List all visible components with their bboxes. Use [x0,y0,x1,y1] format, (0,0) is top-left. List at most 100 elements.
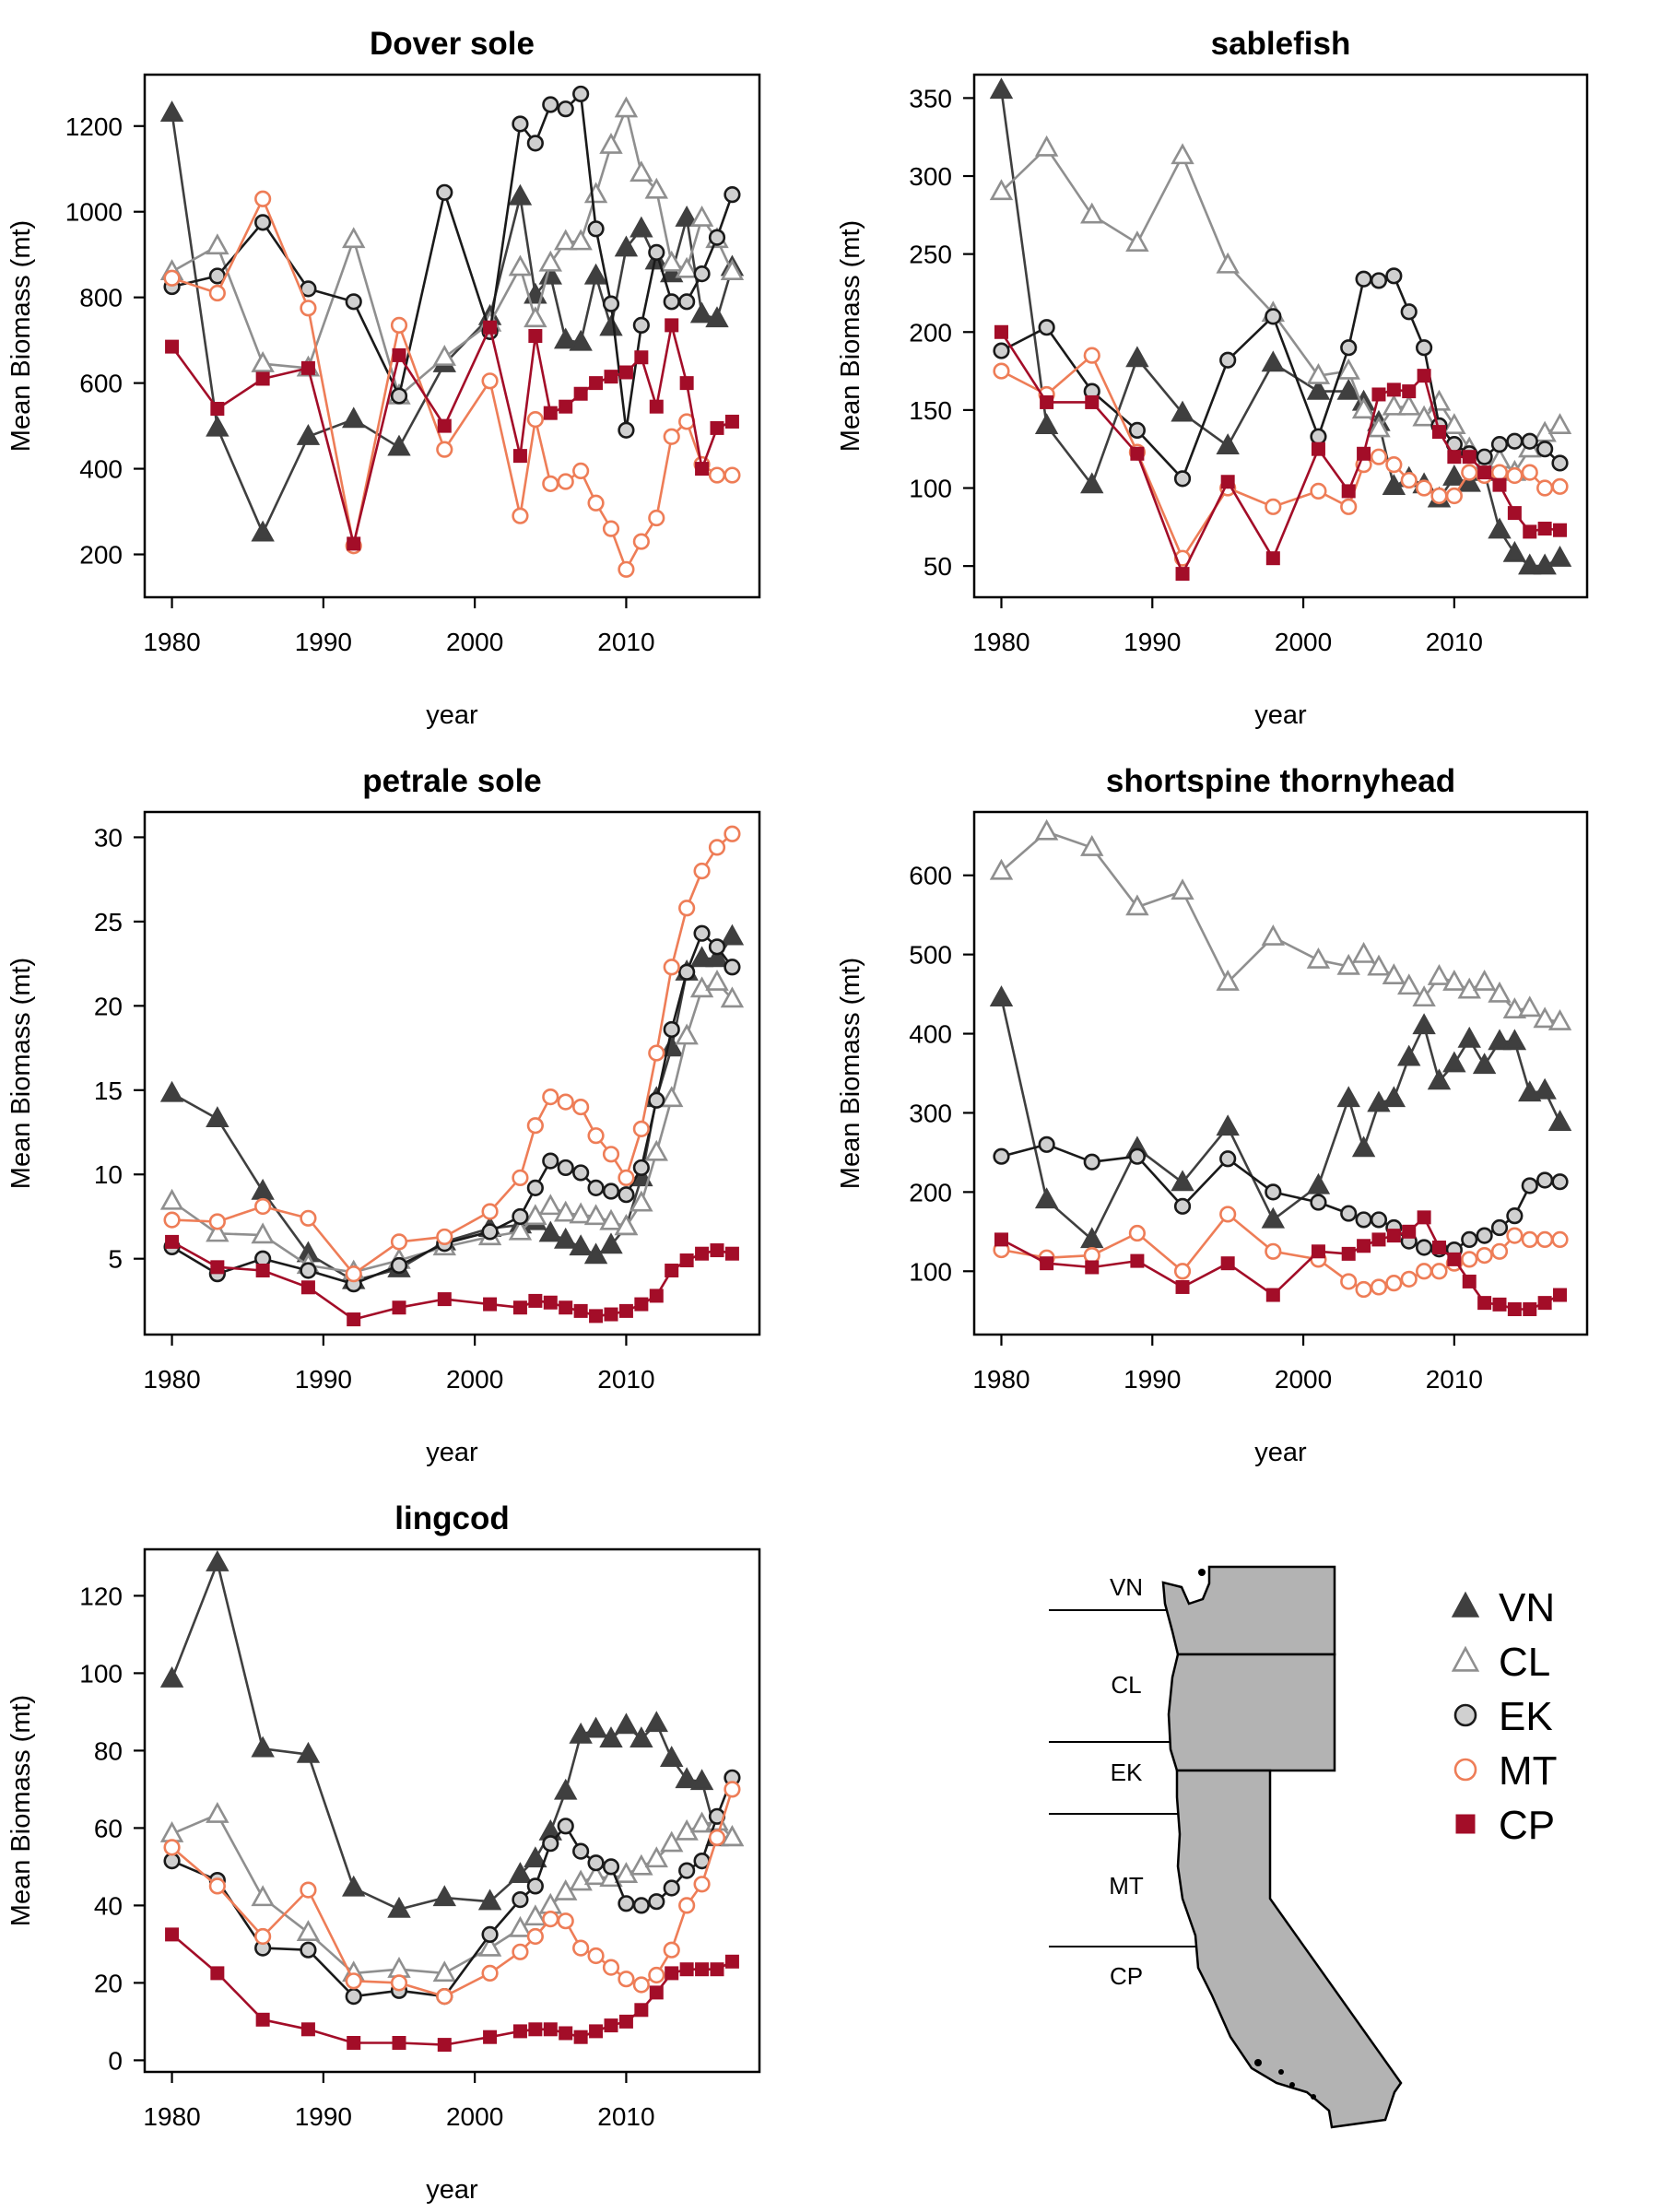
data-point-cp [1492,477,1507,492]
data-point-ek [1355,1211,1372,1229]
series-line-vn [1000,89,1561,568]
x-tick-label: 1980 [972,628,1030,656]
y-tick-label: 20 [94,1969,123,1997]
data-point-ek [632,1897,650,1914]
data-point-vn [1080,1227,1104,1249]
x-tick-label: 2010 [597,1365,654,1394]
data-point-cl [1261,924,1286,946]
data-point-cl [206,1801,229,1823]
data-point-ek [618,1186,635,1204]
y-tick-label: 150 [909,396,952,425]
data-point-vn [1502,540,1527,562]
data-point-mt [663,428,680,445]
data-point-mt [587,1947,605,1965]
y-tick-label: 120 [79,1582,123,1610]
data-point-vn [1216,1114,1240,1136]
data-point-cl [629,1190,653,1212]
data-point-mt [481,372,499,390]
data-point-mt [648,1966,665,1984]
data-point-ek [345,1988,362,2006]
y-tick-label: 300 [909,162,952,191]
data-point-vn [1306,378,1331,400]
data-point-cp [665,1966,679,1981]
data-point-vn [614,235,639,257]
data-point-mt [557,1093,574,1111]
data-point-vn [1457,1026,1481,1048]
data-point-vn [554,1227,578,1249]
y-tick-label: 5 [108,1245,123,1274]
data-point-vn [583,1242,608,1265]
data-point-vn [1442,464,1466,486]
data-point-vn [1261,1206,1286,1229]
data-point-vn [660,1746,684,1767]
series-cp [165,1234,739,1327]
data-point-cp [165,1927,180,1942]
data-point-cl [583,1864,608,1886]
x-axis-label: year [426,2175,478,2205]
data-point-cp [994,1232,1008,1247]
data-point-cp [589,2024,604,2039]
x-axis-label: year [1254,700,1307,730]
legend-label: CL [1499,1640,1550,1685]
data-point-ek [345,293,362,311]
series-line-vn [171,935,734,1282]
data-point-cl [1125,894,1149,916]
oregon-state-shape [1167,1653,1336,1772]
data-point-ek [632,316,650,334]
data-point-vn [1397,1044,1421,1066]
data-point-vn [705,946,729,968]
data-point-cp [604,1307,618,1322]
data-point-vn [1216,433,1240,454]
data-point-mt [163,1211,181,1229]
data-point-cp [1402,384,1417,399]
data-point-vn [251,1178,275,1200]
series-mt [163,825,741,1283]
data-point-cp [543,406,558,420]
data-point-cl [251,1885,275,1907]
data-point-ek [618,421,635,439]
data-point-cp [1447,1252,1462,1266]
data-point-ek [436,183,453,201]
data-point-cp [1265,551,1280,566]
data-point-ek [587,220,605,238]
region-map: VN CL EK MT CP [1049,1565,1403,2129]
legend: VN CL EK MT CP [1451,1585,1558,1848]
x-tick-label: 1990 [295,2102,352,2131]
data-point-cp [1477,1296,1492,1311]
data-point-cl [599,132,623,154]
data-point-cl [583,1204,608,1226]
data-point-cp [300,1280,315,1295]
legend-marker [1455,1814,1476,1834]
y-axis-label: Mean Biomass (mt) [6,958,36,1189]
plot-frame [972,73,1589,599]
data-point-cp [1523,524,1537,539]
data-point-cl [524,1204,547,1226]
data-point-ek [1370,272,1388,289]
data-point-cp [1341,1246,1356,1261]
data-point-mt [1445,487,1463,505]
data-point-mt [993,362,1010,380]
x-tick-label: 2000 [446,628,503,656]
data-point-ek [1476,1227,1493,1244]
data-point-ek [481,1925,499,1943]
data-point-vn [989,77,1014,100]
data-point-cl [1034,135,1059,157]
data-point-ek [648,1893,665,1911]
data-point-mt [1310,482,1327,500]
data-point-ek [724,959,741,976]
data-point-cp [437,418,452,433]
series-cl [159,1801,745,1983]
data-point-cp [649,1288,664,1303]
data-point-cl [508,254,533,276]
data-point-cl [1351,941,1376,963]
chart-panel: Dover sole 1980 1990 2000 2010 200 400 600 800 10… [6,26,761,730]
data-point-mt [390,1974,408,1992]
data-point-cp [1507,506,1522,521]
x-tick-label: 1980 [143,1365,200,1394]
data-point-vn [599,314,623,336]
x-tick-label: 2000 [1275,1365,1332,1394]
legend-marker [1451,1591,1480,1618]
data-point-ek [663,1020,680,1039]
data-point-ek [993,342,1010,359]
data-point-cp [1553,523,1568,537]
